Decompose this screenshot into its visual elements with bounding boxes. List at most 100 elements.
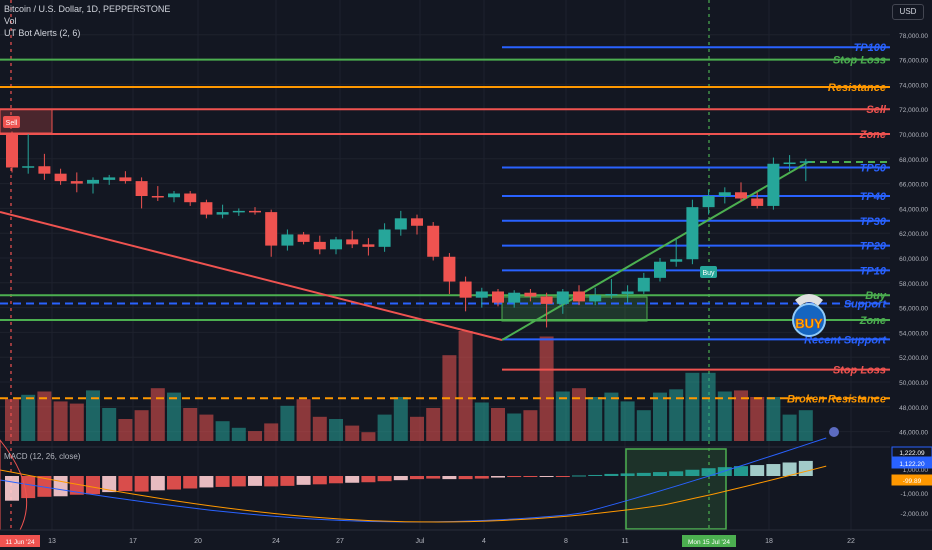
buy-signal bbox=[700, 266, 717, 278]
volume-bar bbox=[69, 403, 84, 441]
price-tick: 72,000.00 bbox=[899, 107, 928, 114]
level-label: Recent Support bbox=[804, 334, 887, 346]
macd-bar bbox=[539, 476, 554, 477]
volume-bar bbox=[426, 408, 441, 441]
candle-body bbox=[297, 234, 310, 242]
volume-bar bbox=[361, 432, 376, 441]
candle-body bbox=[265, 212, 278, 246]
macd-tag-text: -99.89 bbox=[903, 478, 922, 485]
volume-bar bbox=[410, 416, 424, 441]
candle-body bbox=[751, 198, 764, 206]
macd-bar bbox=[750, 465, 765, 476]
candle-body bbox=[540, 296, 553, 304]
macd-bar bbox=[507, 476, 522, 478]
candle-body bbox=[346, 239, 359, 245]
volume-bar bbox=[491, 408, 505, 441]
macd-bar bbox=[798, 460, 813, 476]
macd-bar bbox=[329, 476, 343, 484]
time-tick: 24 bbox=[272, 538, 280, 545]
volume-bar bbox=[345, 425, 360, 441]
volume-bar bbox=[523, 410, 538, 441]
volume-bar bbox=[37, 391, 52, 441]
buy-badge bbox=[792, 303, 826, 337]
sell-signal-text: Sell bbox=[6, 120, 18, 127]
volume-bar bbox=[86, 390, 100, 441]
price-axis[interactable]: 78,000.00 76,000.00 74,000.00 72,000.00 70,0… bbox=[890, 0, 932, 550]
macd-bar bbox=[442, 476, 457, 480]
price-tick: 76,000.00 bbox=[899, 58, 928, 65]
macd-bar bbox=[264, 476, 279, 487]
price-tick: 56,000.00 bbox=[899, 306, 928, 313]
level-label: TP10 bbox=[860, 265, 887, 277]
level-label: Resistance bbox=[828, 82, 886, 94]
price-tick: 50,000.00 bbox=[899, 380, 928, 387]
macd-bar bbox=[102, 476, 117, 493]
volume-bar bbox=[167, 392, 181, 441]
currency-button[interactable]: USD bbox=[892, 4, 924, 20]
time-axis[interactable]: 13 17 20 24 27 Jul 4 8 11 18 22 11 Jun '24 Mon 15 Ju… bbox=[0, 529, 932, 550]
macd-bar bbox=[474, 476, 489, 479]
macd-bar bbox=[572, 475, 586, 477]
candle-body bbox=[168, 193, 180, 198]
macd-bar bbox=[134, 476, 149, 492]
volume-bar bbox=[701, 372, 716, 441]
candle-body bbox=[330, 239, 342, 250]
volume-bar bbox=[215, 421, 230, 441]
macd-tick: 1,000.00 bbox=[903, 467, 929, 474]
macd-bar bbox=[555, 476, 570, 477]
macd-bar bbox=[653, 472, 667, 476]
macd-bar bbox=[717, 467, 732, 476]
level-label: TP20 bbox=[860, 241, 887, 253]
candle-body bbox=[735, 192, 747, 199]
candle-body bbox=[475, 291, 488, 298]
event-icon bbox=[829, 427, 839, 437]
price-tick: 62,000.00 bbox=[899, 231, 928, 238]
candle-body bbox=[232, 210, 245, 213]
time-tick: 8 bbox=[564, 538, 568, 545]
macd-bar bbox=[231, 476, 246, 487]
macd-bar bbox=[345, 476, 360, 483]
time-tick: 4 bbox=[482, 538, 486, 545]
candle-body bbox=[767, 163, 780, 206]
candle-body bbox=[200, 202, 213, 215]
candle-body bbox=[508, 292, 521, 303]
candle-body bbox=[605, 293, 618, 296]
volume-bar bbox=[150, 388, 165, 441]
candle-body bbox=[70, 181, 83, 184]
macd-bar bbox=[86, 476, 100, 495]
volume-bar bbox=[798, 410, 813, 441]
volume-bar bbox=[102, 408, 117, 441]
volume-bar bbox=[199, 414, 214, 441]
macd-bar bbox=[183, 476, 198, 489]
macd-bar bbox=[150, 476, 165, 491]
candle-body bbox=[621, 291, 634, 294]
candle-body bbox=[103, 177, 116, 180]
time-tick: Jul bbox=[416, 538, 425, 545]
level-label: Sell bbox=[866, 104, 887, 116]
volume-bars bbox=[5, 331, 813, 441]
candle-body bbox=[249, 210, 261, 213]
level-label: Zone bbox=[859, 315, 886, 327]
level-label: Stop Loss bbox=[833, 365, 886, 377]
signal-line bbox=[0, 465, 827, 523]
candle-body bbox=[718, 192, 731, 196]
volume-bar bbox=[231, 427, 246, 441]
volume-bar bbox=[604, 392, 619, 441]
sell-signal bbox=[3, 116, 20, 128]
price-tick: 52,000.00 bbox=[899, 355, 928, 362]
level-label: TP100 bbox=[854, 42, 887, 54]
macd-bar bbox=[734, 466, 748, 476]
zones bbox=[0, 108, 727, 530]
macd-bar bbox=[620, 473, 635, 476]
volume-label: Vol bbox=[4, 16, 17, 26]
candle-body bbox=[492, 291, 504, 303]
volume-bar bbox=[296, 399, 311, 441]
date-marker-buy-text: Mon 15 Jul '24 bbox=[688, 539, 730, 546]
candle-body bbox=[281, 234, 294, 246]
price-tick: 66,000.00 bbox=[899, 182, 928, 189]
macd-bar bbox=[393, 476, 408, 481]
volume-bar bbox=[539, 336, 554, 441]
candle-body bbox=[87, 179, 99, 184]
macd-bar bbox=[426, 476, 441, 479]
